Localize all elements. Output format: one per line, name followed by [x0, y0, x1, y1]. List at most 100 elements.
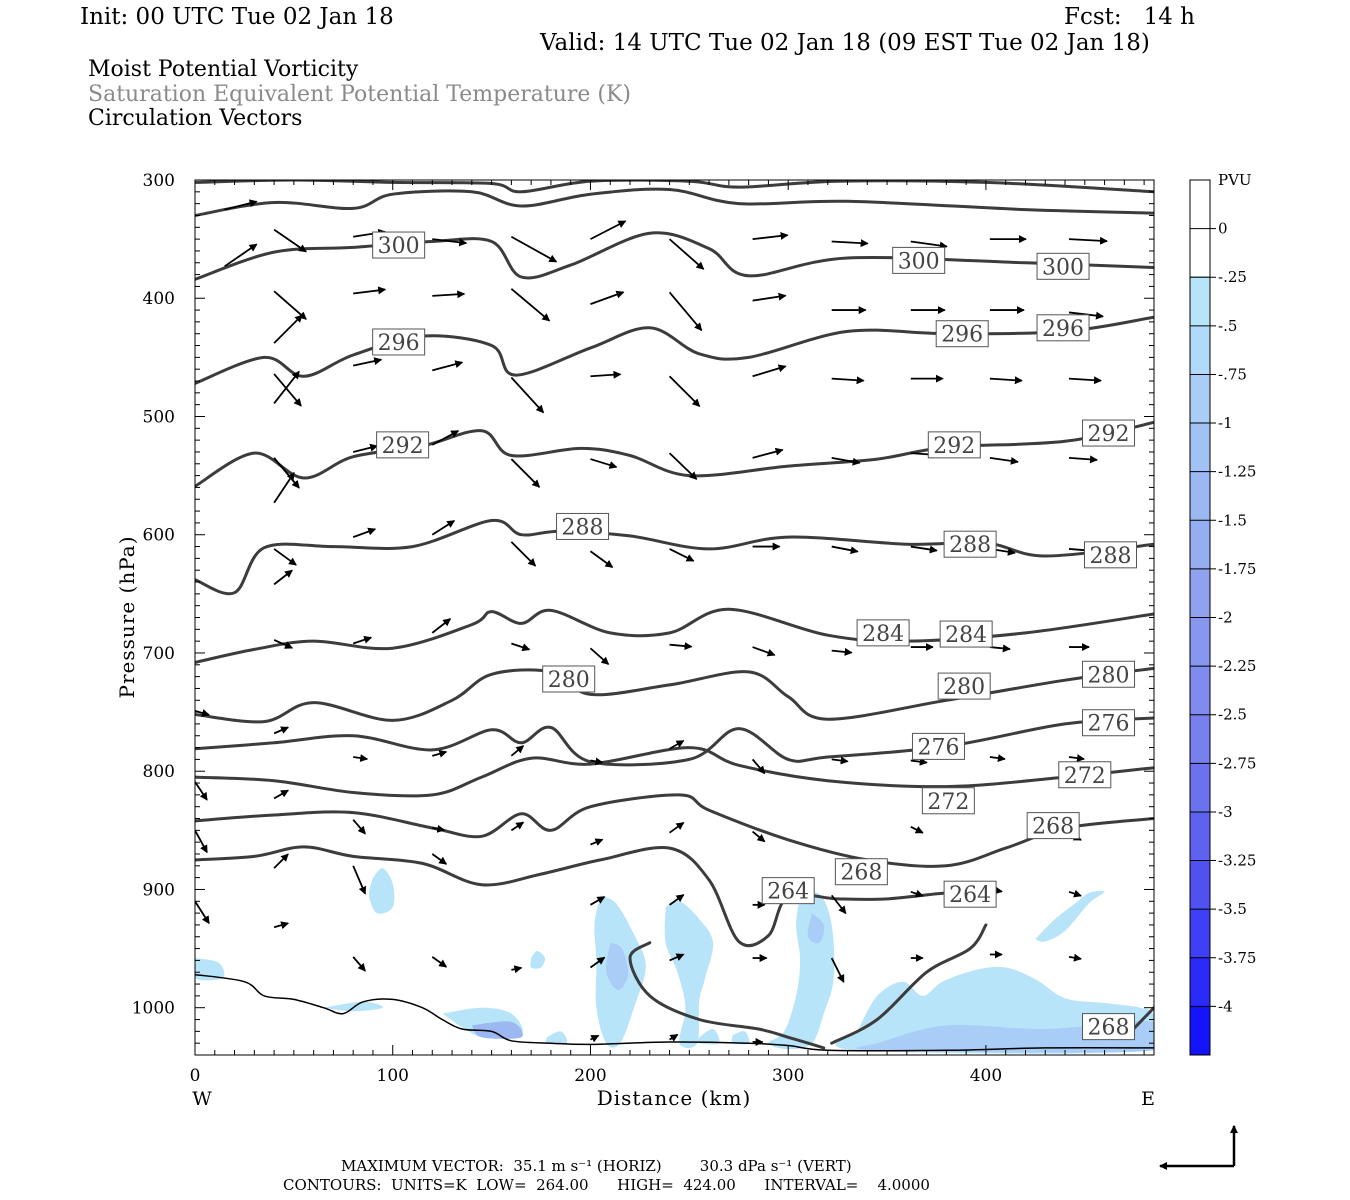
contour-label: 264 [943, 880, 997, 908]
contour-label-box [372, 328, 426, 356]
circulation-vector [511, 965, 523, 974]
circulation-vector [431, 853, 448, 865]
contour-label-text: 276 [917, 735, 959, 760]
circulation-vector [273, 639, 294, 649]
circulation-vector [273, 921, 290, 930]
circulation-vector [224, 243, 258, 268]
colorbar-label: -4 [1218, 997, 1233, 1015]
west-label: W [192, 1088, 212, 1110]
theta-contour-288 [195, 518, 1154, 596]
circulation-vector [669, 642, 693, 651]
contour-label: 288 [943, 530, 997, 558]
contour-label: 300 [1036, 252, 1090, 280]
pv-region-2 [530, 950, 546, 969]
contour-label: 268 [1026, 812, 1080, 840]
circulation-vector [590, 757, 604, 766]
contour-label-box [542, 665, 596, 693]
contour-label: 268 [834, 858, 888, 886]
circulation-vector [352, 819, 366, 835]
y-tick-label: 400 [143, 289, 175, 309]
x-tick-label: 0 [190, 1066, 201, 1086]
colorbar-label: -3 [1218, 803, 1233, 821]
contour-label: 284 [856, 619, 910, 647]
circulation-vector [910, 757, 928, 766]
max-vector-note: MAXIMUM VECTOR: 35.1 m s⁻¹ (HORIZ) 30.3 … [341, 1157, 852, 1175]
terrain-line [195, 973, 1154, 1052]
contour-label: 268 [1082, 1013, 1136, 1041]
contour-label-box [927, 431, 981, 459]
colorbar-swatch [1190, 520, 1210, 569]
contour-label: 292 [376, 431, 430, 459]
contour-label: 296 [1036, 314, 1090, 342]
contour-label-text: 264 [767, 880, 809, 905]
circulation-vector [352, 865, 367, 895]
colorbar-swatch [1190, 374, 1210, 424]
contour-label-box [937, 672, 991, 700]
colorbar-swatch [1190, 617, 1210, 667]
colorbar-swatch [1190, 277, 1210, 326]
circulation-vector [590, 1034, 600, 1043]
circulation-vector [432, 824, 446, 833]
theta-contour-296 [195, 315, 1154, 385]
contour-label-box [1082, 660, 1136, 688]
contour-label-box [556, 512, 610, 540]
contour-label-box [761, 877, 815, 905]
circulation-vector [195, 829, 208, 854]
circulation-vector [752, 231, 789, 241]
contour-label: 280 [937, 672, 991, 700]
colorbar-label: -3.25 [1218, 852, 1256, 870]
circulation-vector [590, 896, 606, 906]
circulation-vector [831, 545, 859, 555]
circulation-vector [590, 458, 618, 469]
colorbar-swatch [1190, 568, 1210, 618]
pv-region-9 [856, 1021, 1154, 1053]
circulation-vector [195, 709, 210, 717]
circulation-vector [910, 825, 924, 834]
circulation-vector [1068, 889, 1082, 898]
contour-label-text: 268 [1088, 1016, 1130, 1041]
circulation-vector [224, 199, 258, 211]
contour-label: 292 [927, 431, 981, 459]
circulation-vector [273, 853, 289, 869]
pv-region-10 [1035, 890, 1105, 942]
circulation-vector [830, 894, 847, 915]
field-title-vectors: Circulation Vectors [88, 106, 303, 131]
circulation-vector [831, 239, 869, 248]
contour-label-text: 288 [562, 515, 604, 540]
colorbar-title: PVU [1218, 171, 1252, 189]
contour-label-layer: 300 300 300 296 296 296 292 292 292 288 288 288 284 2… [372, 231, 1137, 1041]
colorbar-label: -.5 [1218, 317, 1237, 335]
colorbar-swatch [1190, 909, 1210, 958]
circulation-vector [589, 647, 610, 665]
circulation-vector [1068, 953, 1082, 962]
colorbar-swatch [1190, 423, 1210, 472]
colorbar-label: -1 [1218, 414, 1233, 432]
contour-label: 280 [542, 665, 596, 693]
circulation-vector [590, 290, 625, 306]
colorbar-swatch [1190, 714, 1210, 764]
contour-label: 280 [1082, 660, 1136, 688]
circulation-vector [273, 548, 297, 566]
contour-label-text: 284 [862, 622, 904, 647]
pv-region-4 [606, 942, 629, 991]
circulation-vector [273, 373, 302, 407]
circulation-vector [668, 291, 703, 332]
contour-label: 288 [556, 512, 610, 540]
contour-label-box [943, 530, 997, 558]
circulation-vector [669, 894, 685, 906]
circulation-vector [352, 635, 373, 645]
circulation-vector [431, 956, 448, 968]
circulation-vector [669, 548, 695, 562]
circulation-vector [752, 646, 776, 657]
colorbar-swatch [1190, 957, 1210, 1007]
contour-label: 296 [372, 328, 426, 356]
circulation-vector [752, 447, 784, 459]
circulation-vector [752, 830, 766, 843]
contour-label-text: 276 [1088, 712, 1130, 737]
contour-label-text: 280 [943, 675, 985, 700]
circulation-vector [510, 821, 525, 832]
contour-label-box [1082, 419, 1136, 447]
circulation-vector [510, 288, 551, 322]
contour-label-text: 288 [1089, 544, 1131, 569]
